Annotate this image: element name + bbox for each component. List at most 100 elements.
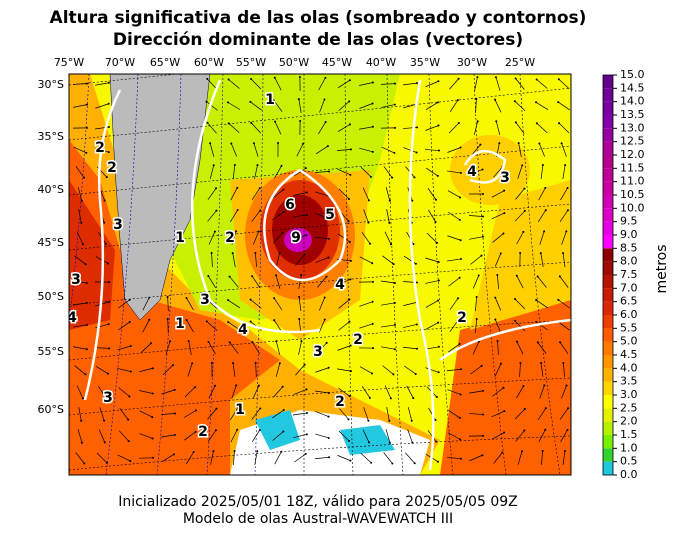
vector bbox=[74, 365, 86, 375]
vector bbox=[447, 170, 461, 174]
vector bbox=[518, 143, 522, 157]
vector-head bbox=[85, 323, 88, 326]
vector-head bbox=[437, 345, 440, 348]
vector-head bbox=[348, 100, 351, 103]
vector bbox=[315, 191, 329, 197]
vector-head bbox=[412, 397, 415, 400]
vector bbox=[255, 362, 257, 378]
vector bbox=[272, 431, 284, 441]
vector-head bbox=[207, 340, 210, 343]
vector bbox=[294, 453, 306, 463]
contour-label: 4 bbox=[335, 277, 345, 293]
vector bbox=[207, 188, 217, 200]
vector-head bbox=[212, 450, 215, 453]
vector-head bbox=[305, 191, 308, 194]
vector bbox=[381, 104, 395, 108]
sea-gold bbox=[470, 180, 571, 330]
vector-head bbox=[349, 148, 352, 151]
vector bbox=[362, 429, 370, 443]
vector bbox=[76, 231, 84, 245]
vector bbox=[561, 231, 567, 245]
vector-head bbox=[282, 188, 285, 191]
vector-head bbox=[535, 78, 538, 81]
vector-head bbox=[502, 232, 505, 235]
vector bbox=[293, 214, 307, 218]
vector-head bbox=[235, 384, 238, 387]
vector-head bbox=[103, 199, 106, 202]
vector bbox=[361, 385, 371, 399]
vector bbox=[73, 280, 87, 284]
vector bbox=[449, 320, 459, 332]
colorbar-segment bbox=[603, 368, 613, 382]
contour-label: 6 bbox=[285, 197, 295, 213]
colorbar-tick-label: 8.5 bbox=[620, 241, 638, 254]
vector bbox=[274, 77, 282, 91]
vector-head bbox=[559, 341, 562, 344]
vector-head bbox=[206, 121, 209, 124]
vector bbox=[230, 143, 238, 157]
vector-head bbox=[494, 296, 497, 299]
colorbar-segment bbox=[603, 301, 613, 315]
vector-head bbox=[277, 142, 280, 145]
vector bbox=[493, 166, 503, 178]
vector-head bbox=[194, 430, 197, 433]
colorbar-tick-label: 14.0 bbox=[620, 95, 645, 108]
vector bbox=[381, 324, 395, 328]
vector-head bbox=[368, 396, 371, 399]
vector bbox=[118, 321, 130, 331]
vector-head bbox=[541, 164, 544, 167]
vector-head bbox=[207, 275, 210, 278]
vector bbox=[517, 165, 523, 179]
vector bbox=[383, 452, 393, 464]
vector bbox=[469, 236, 483, 240]
vector-head bbox=[173, 412, 176, 415]
lon-label: 35°W bbox=[410, 56, 440, 69]
vector-head bbox=[436, 101, 439, 104]
vector-head bbox=[348, 439, 351, 442]
vector-head bbox=[323, 296, 326, 299]
contour-label: 3 bbox=[200, 292, 210, 308]
vector-head bbox=[503, 212, 506, 215]
colorbar-tick-label: 0.0 bbox=[620, 468, 638, 481]
meridian bbox=[428, 74, 454, 475]
vector-head bbox=[193, 386, 196, 389]
vector-head bbox=[392, 263, 395, 266]
contour-label: 3 bbox=[500, 170, 510, 186]
vector bbox=[186, 451, 194, 465]
vector-head bbox=[371, 150, 374, 153]
vector bbox=[250, 299, 262, 309]
vector bbox=[514, 320, 526, 332]
colorbar-tick-label: 13.5 bbox=[620, 108, 645, 121]
vector-head bbox=[85, 82, 88, 85]
vector-head bbox=[274, 120, 277, 123]
colorbar-tick-label: 14.5 bbox=[620, 81, 645, 94]
footer-line: Inicializado 2025/05/01 18Z, válido para… bbox=[118, 494, 517, 510]
vector bbox=[252, 385, 260, 399]
meridian bbox=[386, 74, 404, 475]
vector-head bbox=[324, 121, 327, 124]
colorbar-segment bbox=[603, 248, 613, 262]
vector bbox=[403, 82, 417, 86]
vector-head bbox=[80, 441, 83, 444]
vector-head bbox=[458, 342, 461, 345]
contour-label: 5 bbox=[325, 207, 335, 223]
vector bbox=[293, 167, 307, 177]
vector-head bbox=[371, 322, 374, 325]
vector bbox=[250, 78, 262, 90]
vector bbox=[448, 122, 460, 134]
vector bbox=[139, 410, 153, 418]
vector bbox=[403, 103, 417, 109]
colorbar-segment bbox=[603, 395, 613, 409]
vector bbox=[447, 147, 461, 153]
vector-head bbox=[499, 362, 502, 365]
vector-head bbox=[544, 407, 547, 410]
vector-head bbox=[305, 234, 308, 237]
vector-head bbox=[457, 77, 460, 80]
vector-head bbox=[127, 418, 130, 421]
vector bbox=[514, 210, 526, 222]
vector bbox=[472, 275, 480, 289]
parallel bbox=[69, 377, 571, 416]
vector bbox=[74, 255, 86, 265]
vector-head bbox=[327, 456, 330, 459]
contour-label: 2 bbox=[457, 310, 467, 326]
